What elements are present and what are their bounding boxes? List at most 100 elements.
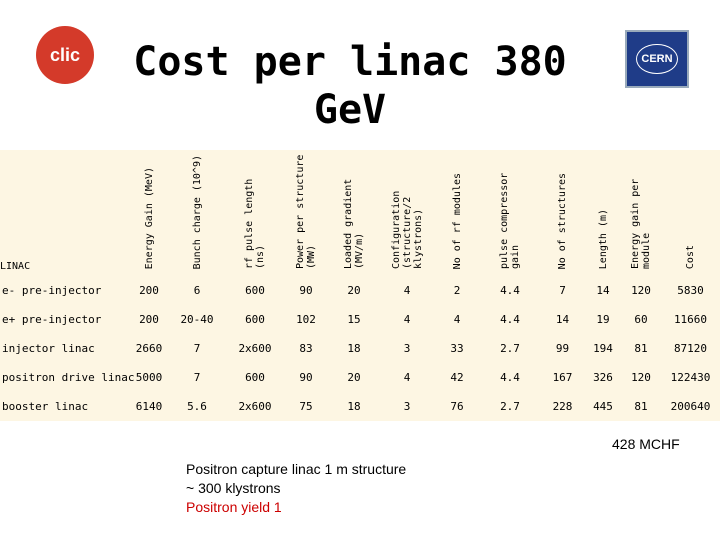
note-line: Positron capture linac 1 m structure <box>186 461 407 477</box>
cell: 90 <box>299 371 313 384</box>
column-header: pulse compressor gain <box>480 150 540 276</box>
cell: 2.7 <box>500 342 520 355</box>
column-header-text: rf pulse length (ns) <box>244 178 266 269</box>
column-header: Loaded gradient (MV/m) <box>328 150 380 276</box>
cell: 33 <box>450 342 464 355</box>
column-header-text: Length (m) <box>597 208 609 269</box>
cell: 14 <box>555 313 570 326</box>
cell: 2x600 <box>238 342 272 355</box>
row-label: booster linac <box>2 400 89 413</box>
cell: 167 <box>552 371 573 384</box>
column-header: Power per structure (MW) <box>284 150 328 276</box>
total: 428 MCHF <box>612 436 680 452</box>
column-header-text: Loaded gradient (MV/m) <box>343 178 365 269</box>
column-header: Configuration (structure/2 klystrons) <box>380 150 434 276</box>
cell: 2x600 <box>238 400 272 413</box>
cell: 76 <box>450 400 464 413</box>
row-label: e+ pre-injector <box>2 313 102 326</box>
cell: 200 <box>139 313 159 326</box>
cell: 11660 <box>673 313 708 326</box>
cell: 6140 <box>135 400 163 413</box>
column-header: No of rf modules <box>434 150 480 276</box>
cell: 4 <box>453 313 461 326</box>
table-row: positron drive linac 5000 7 600 90 20 4 42 4.4 16… <box>0 363 720 392</box>
cell: 4 <box>403 313 411 326</box>
column-header-text: Energy Gain (MeV) <box>143 166 155 269</box>
column-header: No of structures <box>540 150 585 276</box>
table-row: e+ pre-injector 200 20-40 600 102 15 4 4 4.4 14 19… <box>0 305 720 334</box>
column-header: Length (m) <box>585 150 621 276</box>
cell: 7 <box>559 284 566 297</box>
cell: 42 <box>450 371 464 384</box>
note-line: ~ 300 klystrons <box>186 480 281 496</box>
cell: 18 <box>347 342 361 355</box>
column-header: Energy Gain (MeV) <box>130 150 168 276</box>
cell: 4 <box>403 371 411 384</box>
column-header: Bunch charge (10^9) <box>168 150 226 276</box>
clic-logo: clic <box>36 26 94 84</box>
note-line: Positron yield 1 <box>186 499 282 515</box>
table-body: e- pre-injector 200 6 600 90 20 4 2 4.4 7 14 120 583… <box>0 276 720 421</box>
column-header-text: Bunch charge (10^9) <box>191 154 203 269</box>
column-header-text: pulse compressor gain <box>499 172 521 269</box>
cell: 2.7 <box>500 400 520 413</box>
cell: 445 <box>593 400 613 413</box>
cell: 99 <box>555 342 570 355</box>
cell: 4.4 <box>500 371 520 384</box>
cell: 4 <box>403 284 411 297</box>
cell: 18 <box>347 400 361 413</box>
cern-logo-text: CERN <box>636 44 678 74</box>
cell: 87120 <box>673 342 708 355</box>
cell: 60 <box>634 313 648 326</box>
cell: 7 <box>193 371 201 384</box>
column-header-text: Configuration (structure/2 klystrons) <box>390 190 424 269</box>
cell: 6 <box>193 284 201 297</box>
cell: 81 <box>634 342 648 355</box>
cell: 20 <box>347 284 361 297</box>
cell: 19 <box>596 313 610 326</box>
cell: 5000 <box>135 371 163 384</box>
column-header-text: Cost <box>685 244 696 269</box>
column-header-text: Energy gain per module <box>630 178 652 269</box>
cell: 14 <box>596 284 610 297</box>
cell: 102 <box>296 313 316 326</box>
table-row: injector linac 2660 7 2x600 83 18 3 33 2.7 99 194 8… <box>0 334 720 363</box>
column-header-text: No of structures <box>557 172 568 269</box>
cell: 2660 <box>135 342 163 355</box>
table-row: booster linac 6140 5.6 2x600 75 18 3 76 2.7 228 44… <box>0 392 720 421</box>
cell: 194 <box>593 342 613 355</box>
cell: 20 <box>347 371 361 384</box>
cell: 83 <box>299 342 313 355</box>
row-label: e- pre-injector <box>2 284 102 297</box>
cell: 5.6 <box>187 400 207 413</box>
cell: 3 <box>403 400 411 413</box>
column-header: LINAC <box>0 261 31 272</box>
cell: 326 <box>593 371 613 384</box>
cern-logo: CERN <box>625 30 689 88</box>
cell: 2 <box>453 284 461 297</box>
cell: 4.4 <box>500 284 520 297</box>
cell: 7 <box>193 342 201 355</box>
cell: 90 <box>299 284 313 297</box>
cell: 15 <box>347 313 361 326</box>
header-row: LINAC Energy Gain (MeV) Bunch charge (10^9… <box>0 150 720 276</box>
cell: 20-40 <box>180 313 214 326</box>
cell: 200 <box>139 284 159 297</box>
column-header: rf pulse length (ns) <box>226 150 284 276</box>
cell: 200640 <box>670 400 711 413</box>
cell: 81 <box>634 400 648 413</box>
cell: 120 <box>631 284 651 297</box>
row-label: positron drive linac <box>2 371 135 384</box>
title: Cost per linac 380 GeV <box>133 39 567 133</box>
cell: 3 <box>403 342 411 355</box>
column-header-text: No of rf modules <box>451 172 463 269</box>
cell: 75 <box>299 400 313 413</box>
column-header: Cost <box>661 150 720 276</box>
cell: 228 <box>552 400 573 413</box>
cell: 600 <box>245 284 265 297</box>
cell: 600 <box>245 313 265 326</box>
cell: 4.4 <box>500 313 520 326</box>
cell: 120 <box>631 371 651 384</box>
table-row: e- pre-injector 200 6 600 90 20 4 2 4.4 7 14 120 583… <box>0 276 720 305</box>
